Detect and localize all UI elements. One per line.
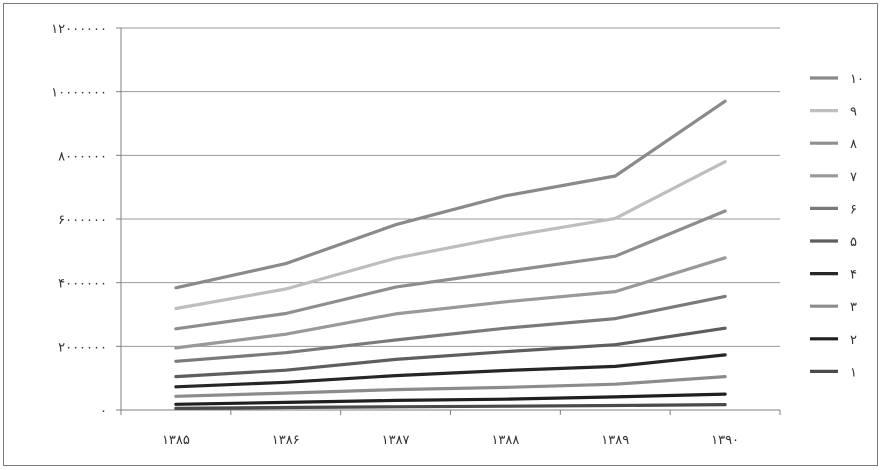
series-line-1 [174, 403, 727, 410]
y-tick-label: ۴۰۰۰۰۰۰ [58, 277, 107, 292]
legend-label: ۴ [850, 268, 857, 283]
series-line-4 [174, 353, 727, 389]
legend-label: ۶ [850, 202, 857, 217]
y-tick-label: ۱۰۰۰۰۰۰۰ [51, 86, 107, 101]
series-line-3 [174, 375, 727, 398]
series-line-2 [174, 392, 727, 406]
legend-label: ۸ [850, 137, 857, 152]
legend-label: ۱ [850, 365, 857, 380]
x-tick-label: ۱۳۸۹ [601, 433, 629, 448]
legend-label: ۳ [850, 300, 857, 315]
series-line-5 [174, 326, 727, 379]
y-tick-label: ۸۰۰۰۰۰۰ [58, 149, 107, 164]
series-line-7 [174, 256, 727, 350]
series-line-9 [174, 160, 727, 311]
gridlines [121, 27, 780, 347]
legend-label: ۷ [850, 170, 857, 185]
series-lines [174, 99, 727, 410]
y-tick-label: ۲۰۰۰۰۰۰ [58, 340, 107, 355]
legend-label: ۹ [850, 105, 857, 120]
legend: ۱۰ ۹ ۸ ۷ ۶ ۵ ۴ ۳ ۲ ۱ [810, 72, 864, 380]
x-axis-ticks: ۱۳۸۵ ۱۳۸۶ ۱۳۸۷ ۱۳۸۸ ۱۳۸۹ ۱۳۹۰ [120, 410, 781, 448]
series-line-10 [174, 99, 727, 290]
y-tick-label: ۱۲۰۰۰۰۰۰ [51, 22, 107, 37]
y-axis-ticks: ۰ ۲۰۰۰۰۰۰ ۴۰۰۰۰۰۰ ۶۰۰۰۰۰۰ ۸۰۰۰۰۰۰ ۱۰۰۰۰۰۰۰ ۱۲۰… [51, 22, 121, 419]
legend-label: ۵ [850, 235, 857, 250]
legend-label: ۲ [850, 333, 857, 348]
x-tick-label: ۱۳۸۸ [491, 433, 519, 448]
legend-label: ۱۰ [850, 72, 864, 87]
x-tick-label: ۱۳۸۵ [162, 433, 190, 448]
series-line-6 [174, 294, 727, 363]
y-tick-label: ۶۰۰۰۰۰۰ [58, 213, 107, 228]
x-tick-label: ۱۳۸۷ [382, 433, 410, 448]
y-tick-label: ۰ [100, 404, 107, 419]
series-line-8 [174, 209, 727, 331]
x-tick-label: ۱۳۸۶ [272, 433, 300, 448]
x-tick-label: ۱۳۹۰ [711, 433, 739, 448]
